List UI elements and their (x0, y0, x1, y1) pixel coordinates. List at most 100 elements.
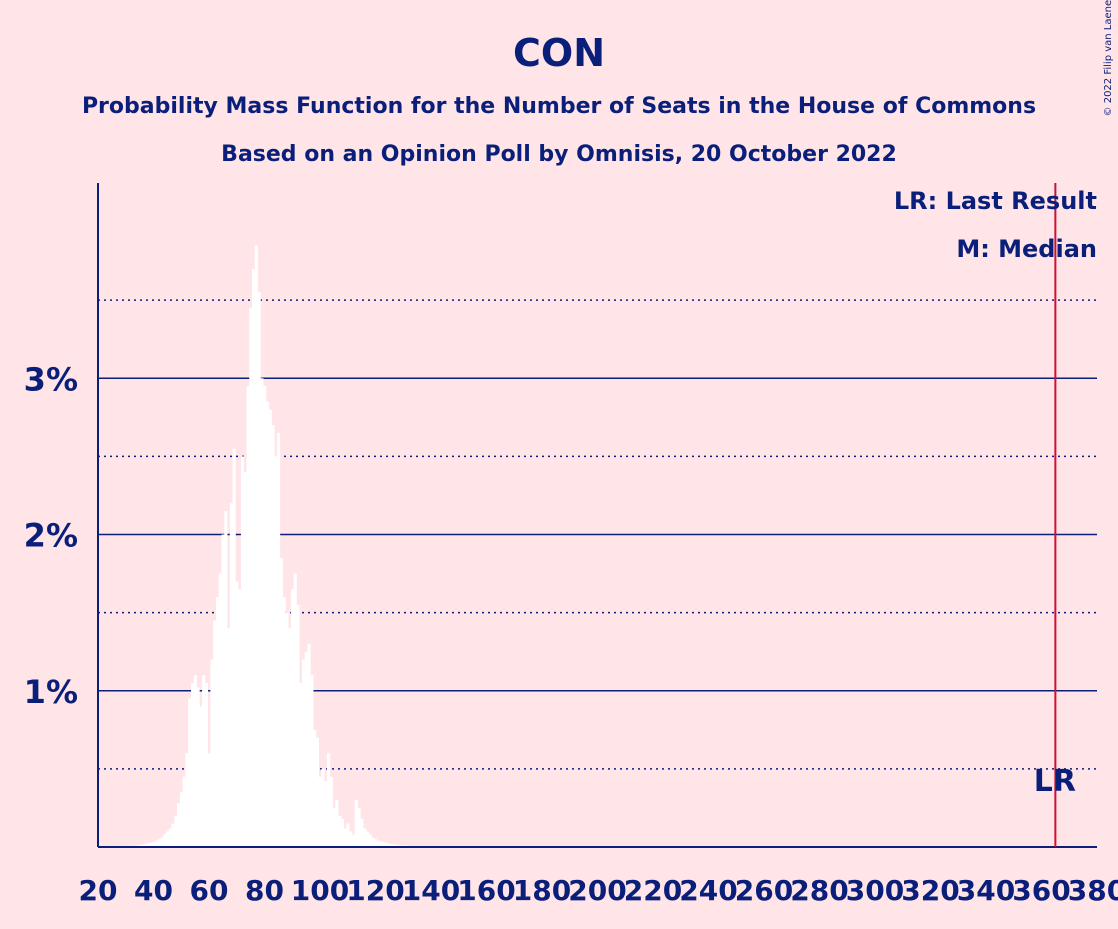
bar-45 (166, 831, 169, 847)
bar-96 (308, 644, 311, 847)
x-tick-label-340: 340 (957, 874, 1015, 907)
x-tick-label-240: 240 (679, 874, 737, 907)
y-tick-label-1: 1% (24, 673, 78, 711)
bar-65 (221, 535, 224, 847)
chart-title: CON (513, 31, 605, 75)
last-result-label: LR (1034, 764, 1076, 799)
bar-79 (260, 378, 263, 847)
bar-61 (210, 660, 213, 847)
y-tick-label-2: 2% (24, 517, 78, 555)
bar-99 (316, 738, 319, 847)
bar-103 (327, 753, 330, 847)
bar-52 (185, 753, 188, 847)
bar-55 (194, 675, 197, 847)
bar-44 (163, 835, 166, 847)
bar-54 (191, 683, 194, 847)
bar-50 (180, 792, 183, 847)
chart-subtitle-line-2: Based on an Opinion Poll by Omnisis, 20 … (221, 142, 897, 167)
bar-46 (169, 828, 172, 847)
bar-109 (344, 828, 347, 847)
bar-113 (355, 800, 358, 847)
bar-92 (296, 605, 299, 847)
bar-80 (263, 386, 266, 847)
bar-68 (230, 503, 233, 847)
bar-59 (205, 683, 208, 847)
bar-115 (360, 819, 363, 847)
bar-83 (271, 425, 274, 847)
bar-82 (269, 410, 272, 847)
bar-63 (216, 597, 219, 847)
x-tick-label-320: 320 (901, 874, 959, 907)
bar-62 (213, 620, 216, 847)
bar-69 (233, 449, 236, 847)
bar-77 (255, 245, 258, 847)
x-tick-label-300: 300 (846, 874, 904, 907)
bar-76 (252, 269, 255, 847)
bar-51 (183, 777, 186, 847)
bar-119 (371, 838, 374, 847)
x-tick-label-60: 60 (190, 874, 229, 907)
bar-42 (158, 839, 161, 847)
bar-93 (299, 683, 302, 847)
copyright-note: © 2022 Filip van Laenen (1103, 0, 1114, 116)
bar-70 (235, 581, 238, 847)
bar-60 (208, 753, 211, 847)
x-tick-label-100: 100 (291, 874, 349, 907)
x-tick-label-260: 260 (735, 874, 793, 907)
bar-53 (188, 699, 191, 847)
legend-entry-median: M: Median (956, 235, 1097, 263)
bar-97 (310, 675, 313, 847)
bar-75 (249, 308, 252, 847)
bar-87 (283, 597, 286, 847)
bar-106 (335, 800, 338, 847)
bar-74 (246, 386, 249, 847)
bar-71 (238, 589, 241, 847)
x-tick-label-280: 280 (790, 874, 848, 907)
chart-subtitle-line-1: Probability Mass Function for the Number… (82, 94, 1036, 119)
bar-120 (374, 839, 377, 847)
bar-100 (319, 777, 322, 847)
bar-105 (332, 808, 335, 847)
bar-116 (363, 828, 366, 847)
x-tick-label-80: 80 (245, 874, 284, 907)
bar-89 (288, 628, 291, 847)
bar-94 (302, 660, 305, 847)
x-tick-label-140: 140 (402, 874, 460, 907)
bar-64 (219, 574, 222, 847)
bar-86 (280, 558, 283, 847)
bar-114 (357, 808, 360, 847)
bar-85 (277, 433, 280, 847)
x-tick-label-220: 220 (624, 874, 682, 907)
x-tick-label-20: 20 (79, 874, 118, 907)
x-tick-label-180: 180 (513, 874, 571, 907)
bar-72 (241, 456, 244, 847)
x-tick-label-380: 380 (1068, 874, 1118, 907)
bar-111 (349, 831, 352, 847)
bar-66 (224, 511, 227, 847)
bar-67 (227, 628, 230, 847)
x-tick-label-40: 40 (134, 874, 173, 907)
bar-108 (341, 819, 344, 847)
bar-95 (305, 652, 308, 847)
bar-49 (177, 803, 180, 847)
bars (124, 245, 474, 847)
bar-107 (338, 816, 341, 847)
bar-78 (258, 292, 261, 847)
bar-104 (330, 777, 333, 847)
last-result-marker: LR (1034, 183, 1076, 847)
bar-48 (174, 816, 177, 847)
bar-73 (244, 472, 247, 847)
bar-81 (266, 402, 269, 847)
legend: LR: Last Result M: Median (894, 187, 1097, 263)
bar-98 (313, 730, 316, 847)
bar-118 (369, 835, 372, 847)
x-tick-label-360: 360 (1012, 874, 1070, 907)
bar-43 (160, 838, 163, 847)
bar-84 (274, 456, 277, 847)
x-tick-label-200: 200 (568, 874, 626, 907)
y-tick-labels: 1%2%3% (24, 360, 78, 710)
bar-88 (285, 613, 288, 847)
